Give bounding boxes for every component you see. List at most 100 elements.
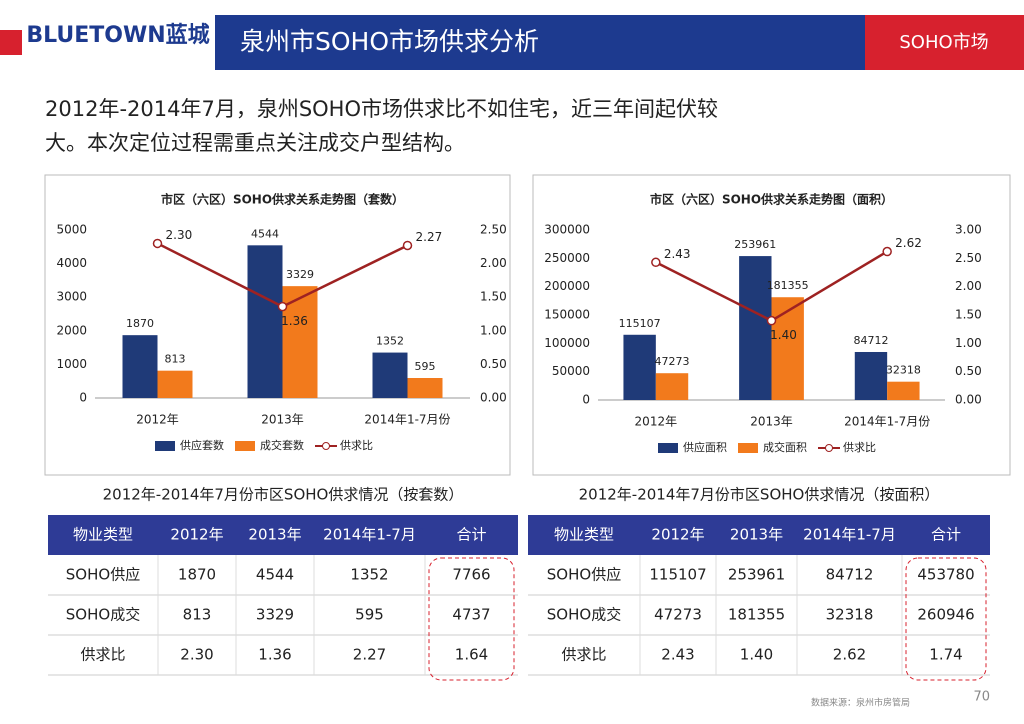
x-tick-label: 2014年1-7月份 bbox=[364, 413, 450, 427]
ratio-label: 2.43 bbox=[664, 247, 691, 261]
table-cell: 115107 bbox=[649, 566, 706, 584]
table-cell: 1.74 bbox=[929, 646, 962, 664]
y-tick-label: 0 bbox=[582, 393, 590, 407]
bar-label: 813 bbox=[165, 353, 186, 366]
ratio-marker bbox=[402, 240, 413, 251]
bar bbox=[407, 378, 443, 398]
y-tick-label: 1000 bbox=[56, 357, 87, 371]
bar-label: 32318 bbox=[886, 364, 921, 377]
table-cell: 595 bbox=[355, 606, 384, 624]
table-cell: 4544 bbox=[256, 566, 294, 584]
y2-tick-label: 0.00 bbox=[955, 393, 982, 407]
bar bbox=[372, 352, 408, 398]
table-header-cell: 合计 bbox=[456, 526, 486, 544]
legend-label: 成交面积 bbox=[763, 440, 807, 454]
legend-swatch bbox=[738, 443, 758, 453]
legend-label: 供应面积 bbox=[683, 440, 727, 454]
table-header-cell: 物业类型 bbox=[73, 526, 133, 544]
table-cell: 260946 bbox=[917, 606, 974, 624]
y-tick-label: 250000 bbox=[544, 251, 590, 265]
legend-swatch bbox=[825, 444, 833, 452]
title-bar bbox=[215, 15, 865, 70]
table-header-bg bbox=[48, 515, 518, 555]
y-tick-label: 4000 bbox=[56, 256, 87, 270]
y2-tick-label: 0.50 bbox=[955, 364, 982, 378]
logo-area bbox=[0, 15, 215, 70]
y2-tick-label: 0.50 bbox=[480, 357, 507, 371]
ratio-label: 2.27 bbox=[416, 230, 443, 244]
bar bbox=[739, 256, 772, 400]
bar bbox=[623, 334, 656, 400]
bar-label: 84712 bbox=[853, 334, 888, 347]
bar bbox=[771, 297, 804, 400]
y2-tick-label: 3.00 bbox=[955, 223, 982, 237]
table-cell: 453780 bbox=[917, 566, 974, 584]
y2-tick-label: 2.00 bbox=[955, 279, 982, 293]
table-cell: 1.36 bbox=[258, 646, 291, 664]
source-note: 数据来源：泉州市房管局 bbox=[811, 697, 910, 709]
bar bbox=[887, 381, 920, 400]
table-cell: 84712 bbox=[826, 566, 874, 584]
ratio-label: 2.30 bbox=[166, 228, 193, 242]
y-tick-label: 200000 bbox=[544, 279, 590, 293]
logo: BLUETOWN蓝城 bbox=[26, 22, 209, 48]
y-tick-label: 150000 bbox=[544, 308, 590, 322]
table-cell: 1352 bbox=[350, 566, 388, 584]
table-header-cell: 2014年1-7月 bbox=[323, 526, 416, 544]
ratio-marker bbox=[766, 315, 777, 326]
summary-text: 2012年-2014年7月，泉州SOHO市场供求比不如住宅，近三年间起伏较大。本… bbox=[45, 97, 718, 155]
table-header-cell: 合计 bbox=[931, 526, 961, 544]
ratio-marker bbox=[882, 246, 892, 257]
table-header-bg bbox=[528, 515, 990, 555]
table-cell: 813 bbox=[183, 606, 212, 624]
bar-label: 1352 bbox=[376, 335, 404, 348]
legend-label: 成交套数 bbox=[260, 438, 304, 452]
table-title: 2012年-2014年7月份市区SOHO供求情况（按面积） bbox=[579, 486, 940, 504]
table-header-cell: 2013年 bbox=[248, 526, 301, 544]
bar bbox=[655, 373, 689, 400]
y-tick-label: 5000 bbox=[56, 223, 87, 237]
bar-label: 47273 bbox=[655, 355, 690, 368]
table-cell: 2.30 bbox=[180, 646, 213, 664]
table-cell: 1.40 bbox=[740, 646, 773, 664]
table-cell: 253961 bbox=[728, 566, 785, 584]
ratio-label: 1.36 bbox=[281, 314, 308, 328]
table-cell: SOHO供应 bbox=[547, 566, 621, 584]
table-cell: 1870 bbox=[178, 566, 216, 584]
chart-title: 市区（六区）SOHO供求关系走势图（套数） bbox=[161, 192, 404, 207]
y2-tick-label: 2.50 bbox=[480, 223, 507, 237]
legend-label: 供求比 bbox=[843, 440, 876, 454]
table-cell: 2.27 bbox=[353, 646, 386, 664]
y2-tick-label: 1.50 bbox=[480, 290, 507, 304]
legend-swatch bbox=[322, 442, 330, 450]
y-tick-label: 2000 bbox=[56, 323, 87, 337]
table-cell: SOHO成交 bbox=[547, 606, 621, 624]
bar-label: 4544 bbox=[251, 227, 279, 240]
table-header-cell: 物业类型 bbox=[554, 526, 614, 544]
table-cell: 供求比 bbox=[80, 646, 125, 664]
y2-tick-label: 2.00 bbox=[480, 256, 507, 270]
bar-label: 181355 bbox=[767, 279, 809, 292]
total-highlight bbox=[428, 557, 515, 681]
page-tag: SOHO市场 bbox=[899, 32, 988, 53]
x-tick-label: 2012年 bbox=[136, 413, 179, 427]
bar-label: 3329 bbox=[286, 268, 314, 281]
x-tick-label: 2012年 bbox=[635, 415, 678, 429]
table-cell: 1.64 bbox=[455, 646, 488, 664]
y2-tick-label: 2.50 bbox=[955, 251, 982, 265]
table-cell: 2.43 bbox=[661, 646, 694, 664]
ratio-marker bbox=[152, 238, 163, 249]
bar-label: 1870 bbox=[126, 317, 154, 330]
y-tick-label: 300000 bbox=[544, 223, 590, 237]
ratio-label: 1.40 bbox=[770, 328, 797, 342]
legend-swatch bbox=[155, 441, 175, 451]
bar bbox=[157, 370, 193, 398]
ratio-marker bbox=[651, 257, 661, 268]
table-cell: SOHO成交 bbox=[66, 606, 140, 624]
chart-title: 市区（六区）SOHO供求关系走势图（面积） bbox=[650, 192, 893, 207]
table-cell: 4737 bbox=[452, 606, 490, 624]
page-number: 70 bbox=[973, 690, 990, 705]
bar bbox=[854, 351, 888, 400]
table-cell: 32318 bbox=[826, 606, 874, 624]
bar-label: 253961 bbox=[734, 238, 776, 251]
